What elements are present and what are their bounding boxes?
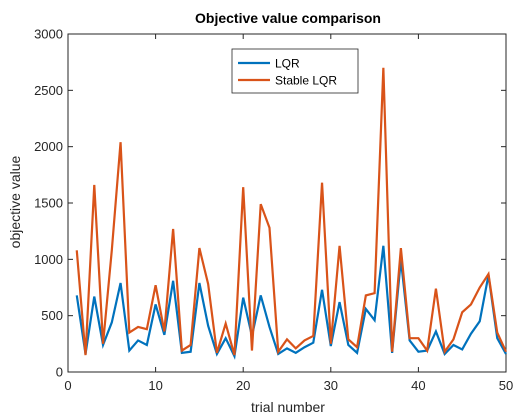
legend: LQR Stable LQR (231, 48, 359, 94)
series-line-lqr (75, 245, 507, 360)
x-tick-label: 0 (64, 378, 71, 393)
chart-title: Objective value comparison (195, 10, 381, 26)
x-tick-label: 50 (499, 378, 513, 393)
legend-label: Stable LQR (275, 74, 337, 88)
y-tick-label: 1500 (34, 196, 63, 211)
x-tick-label: 20 (236, 378, 250, 393)
y-tick-label: 3000 (34, 27, 63, 42)
y-tick-label: 500 (41, 308, 63, 323)
y-tick-label: 2500 (34, 83, 63, 98)
series-lines (75, 67, 508, 360)
x-tick-label: 10 (148, 378, 162, 393)
x-axis-label: trial number (251, 399, 325, 415)
y-tick-label: 2000 (34, 139, 63, 154)
y-axis-label: objective value (7, 155, 23, 248)
y-tick-label: 1000 (34, 252, 63, 267)
series-line-stable-lqr (75, 67, 508, 356)
legend-box (231, 48, 359, 94)
legend-label: LQR (275, 57, 300, 71)
x-tick-label: 40 (411, 378, 425, 393)
y-tick-label: 0 (56, 365, 63, 380)
x-tick-label: 30 (324, 378, 338, 393)
